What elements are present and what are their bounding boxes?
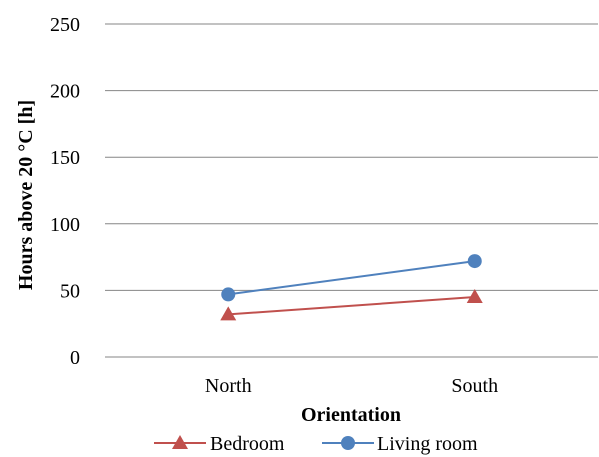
y-tick-label: 200 xyxy=(50,81,80,103)
x-axis-tick-labels: North South xyxy=(205,375,498,397)
data-point-marker xyxy=(220,306,237,321)
legend-entry-living-room: Living room xyxy=(322,433,478,455)
data-point-marker xyxy=(221,287,236,302)
y-tick-label: 250 xyxy=(50,14,80,36)
y-tick-label: 100 xyxy=(50,214,80,236)
series-line xyxy=(228,296,475,316)
y-tick-label: 150 xyxy=(50,147,80,169)
legend-label: Bedroom xyxy=(210,433,285,455)
legend-label: Living room xyxy=(377,433,478,455)
series-layer xyxy=(220,254,483,321)
x-tick-label: North xyxy=(205,375,252,397)
legend-entry-bedroom: Bedroom xyxy=(154,433,285,455)
series-living-room xyxy=(221,254,482,302)
y-axis-tick-labels: 0 50 100 150 200 250 xyxy=(50,14,80,369)
data-point-marker xyxy=(466,289,483,304)
x-tick-label: South xyxy=(451,375,498,397)
legend: Bedroom Living room xyxy=(154,433,478,455)
x-axis-title: Orientation xyxy=(301,404,401,426)
series-bedroom xyxy=(220,289,483,321)
legend-marker xyxy=(172,435,188,449)
legend-marker xyxy=(341,436,355,450)
y-tick-label: 50 xyxy=(60,280,80,302)
y-tick-label: 0 xyxy=(70,347,80,369)
series-line xyxy=(228,260,475,296)
y-axis-title: Hours above 20 °C [h] xyxy=(15,100,37,290)
data-point-marker xyxy=(467,254,482,269)
gridlines xyxy=(105,23,598,358)
